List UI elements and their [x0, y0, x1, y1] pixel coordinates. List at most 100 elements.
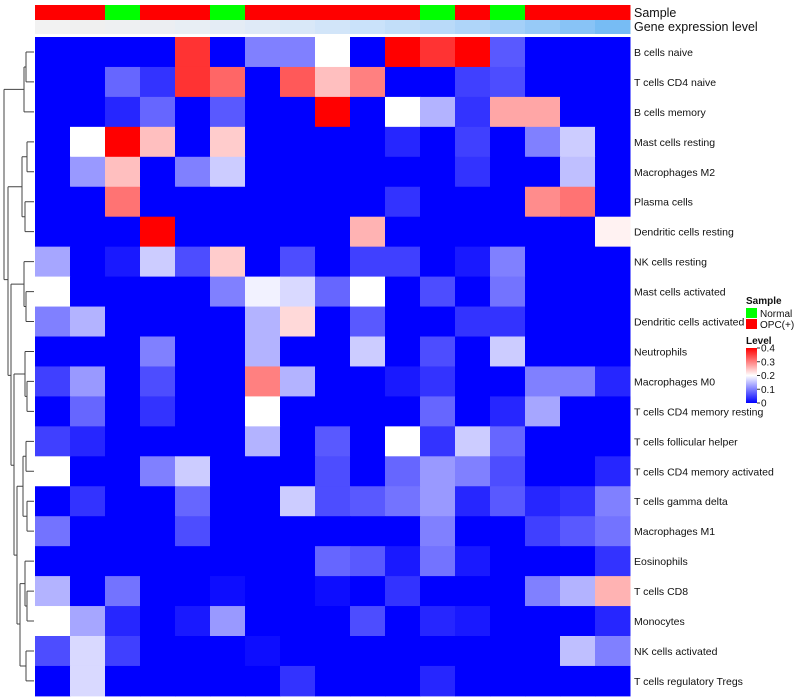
sample-annotation-cell	[385, 5, 421, 20]
heatmap-cell	[70, 96, 106, 128]
heatmap-cell	[210, 336, 246, 367]
heatmap-cell	[245, 636, 281, 667]
dendrogram-branch	[19, 583, 26, 667]
heatmap-cell	[385, 156, 421, 188]
legend-colorbar	[746, 348, 757, 403]
heatmap-cell	[385, 516, 421, 547]
heatmap-cell	[315, 456, 351, 487]
heatmap-cell	[385, 456, 421, 487]
dendrogram-branch	[25, 650, 34, 682]
heatmap-cell	[420, 366, 456, 397]
dendrogram-branch	[24, 201, 34, 233]
heatmap-cell	[595, 576, 631, 607]
heatmap-cell	[350, 66, 386, 98]
dendrogram-branch	[25, 51, 34, 83]
heatmap-cell	[105, 336, 141, 367]
heatmap-cell	[525, 276, 561, 308]
heatmap-cell	[210, 486, 246, 517]
heatmap-cell	[175, 306, 211, 337]
sample-annotation-cell	[70, 5, 106, 20]
heatmap-cell	[490, 246, 526, 278]
heatmap-cell	[280, 186, 316, 218]
heatmap-cell	[280, 396, 316, 427]
heatmap-cell	[35, 246, 71, 278]
dendrogram-branch	[25, 560, 34, 622]
heatmap-cell	[210, 216, 246, 248]
heatmap-cell	[210, 546, 246, 577]
heatmap-cell	[385, 276, 421, 308]
heatmap-cell	[245, 456, 281, 487]
heatmap-cell	[455, 336, 491, 367]
heatmap-cell	[525, 546, 561, 577]
heatmap-cell	[595, 96, 631, 128]
legend-tick-label: 0.4	[761, 344, 775, 355]
expression-annotation-cell	[245, 20, 281, 34]
heatmap-cells	[35, 37, 631, 697]
heatmap-cell	[350, 156, 386, 188]
heatmap-cell	[420, 606, 456, 637]
heatmap-cell	[595, 426, 631, 457]
heatmap-cell	[315, 306, 351, 337]
heatmap-cell	[525, 66, 561, 98]
heatmap-cell	[420, 306, 456, 337]
heatmap-cell	[385, 96, 421, 128]
heatmap-cell	[105, 636, 141, 667]
row-label: Mast cells resting	[634, 137, 715, 149]
heatmap-cell	[245, 426, 281, 457]
heatmap-cell	[560, 306, 596, 337]
heatmap-cell	[210, 516, 246, 547]
heatmap-cell	[35, 96, 71, 128]
heatmap-cell	[525, 306, 561, 337]
sample-annotation-cell	[245, 5, 281, 20]
heatmap-cell	[245, 156, 281, 188]
heatmap-cell	[560, 37, 596, 68]
dendrogram-branch	[3, 88, 24, 281]
heatmap-cell	[245, 216, 281, 248]
heatmap-cell	[595, 606, 631, 637]
legend-tick-label: 0	[761, 399, 767, 410]
heatmap-cell	[280, 276, 316, 308]
heatmap-cell	[280, 606, 316, 637]
heatmap-cell	[70, 636, 106, 667]
heatmap-cell	[210, 37, 246, 68]
heatmap-cell	[245, 276, 281, 308]
heatmap-cell	[525, 156, 561, 188]
heatmap-cell	[105, 37, 141, 68]
heatmap-cell	[105, 396, 141, 427]
heatmap-cell	[420, 186, 456, 218]
heatmap-cell	[280, 636, 316, 667]
sample-annotation-cell	[490, 5, 526, 20]
heatmap-cell	[105, 546, 141, 577]
heatmap-cell	[140, 306, 176, 337]
column-annotations	[35, 5, 631, 34]
heatmap-cell	[525, 426, 561, 457]
heatmap-cell	[420, 516, 456, 547]
heatmap-cell	[35, 636, 71, 667]
heatmap-cell	[315, 246, 351, 278]
heatmap-cell	[315, 636, 351, 667]
heatmap-cell	[490, 186, 526, 218]
heatmap-cell	[140, 216, 176, 248]
heatmap-cell	[315, 216, 351, 248]
heatmap-cell	[455, 366, 491, 397]
expression-annotation-cell	[595, 20, 631, 34]
heatmap-cell	[490, 37, 526, 68]
heatmap-cell	[140, 636, 176, 667]
heatmap-cell	[490, 216, 526, 248]
heatmap-cell	[210, 126, 246, 158]
heatmap-cell	[35, 366, 71, 397]
heatmap-cell	[315, 516, 351, 547]
heatmap-cell	[105, 665, 141, 697]
heatmap-cell	[245, 66, 281, 98]
heatmap-cell	[595, 126, 631, 158]
sample-annotation-cell	[420, 5, 456, 20]
heatmap-cell	[420, 396, 456, 427]
heatmap-cell	[525, 126, 561, 158]
heatmap-cell	[560, 426, 596, 457]
heatmap-cell	[420, 546, 456, 577]
heatmap-cell	[350, 576, 386, 607]
row-label: NK cells activated	[634, 646, 718, 658]
heatmap-cell	[70, 546, 106, 577]
heatmap-cell	[455, 66, 491, 98]
heatmap-cell	[245, 606, 281, 637]
